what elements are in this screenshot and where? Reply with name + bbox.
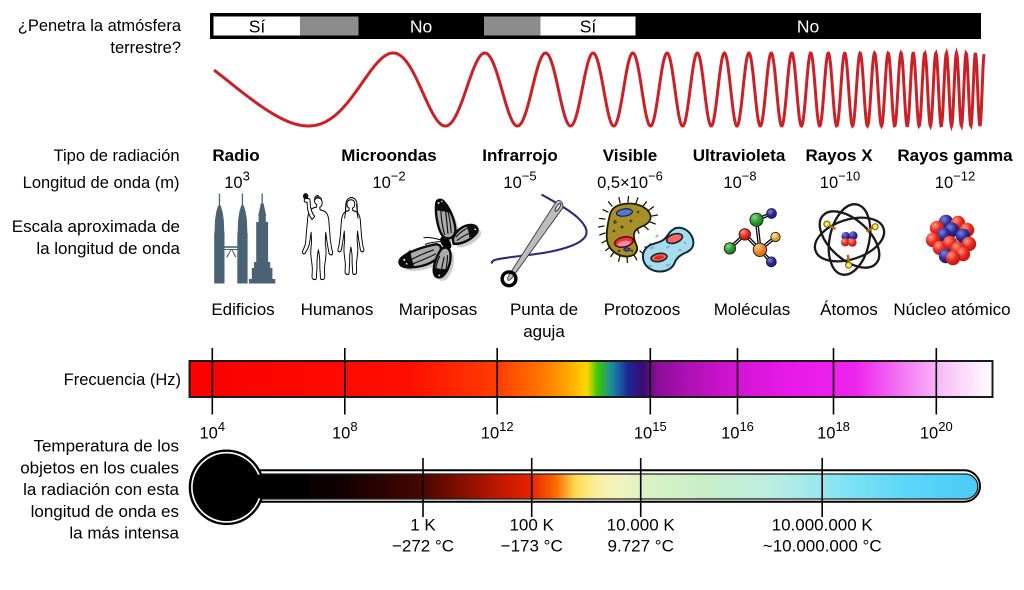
svg-text:la más intensa: la más intensa <box>69 524 179 543</box>
svg-text:Visible: Visible <box>603 146 658 165</box>
svg-text:Rayos gamma: Rayos gamma <box>897 146 1013 165</box>
svg-text:−272 °C: −272 °C <box>392 537 454 556</box>
svg-text:10.000 K: 10.000 K <box>607 516 676 535</box>
svg-text:104: 104 <box>200 419 226 443</box>
svg-text:Humanos: Humanos <box>301 300 374 319</box>
svg-text:Microondas: Microondas <box>341 146 436 165</box>
svg-text:Edificios: Edificios <box>211 300 274 319</box>
svg-text:Frecuencia (Hz): Frecuencia (Hz) <box>64 371 181 389</box>
svg-text:longitud de onda es: longitud de onda es <box>31 502 179 521</box>
svg-text:~10.000.000 °C: ~10.000.000 °C <box>763 537 882 556</box>
svg-text:Punta de: Punta de <box>510 300 578 319</box>
svg-text:Rayos X: Rayos X <box>805 146 873 165</box>
svg-text:1020: 1020 <box>920 419 953 443</box>
svg-text:1012: 1012 <box>481 419 514 443</box>
svg-text:1015: 1015 <box>634 419 667 443</box>
svg-text:objetos en los cuales: objetos en los cuales <box>20 458 179 477</box>
svg-text:Ultravioleta: Ultravioleta <box>693 146 786 165</box>
svg-text:No: No <box>410 17 432 37</box>
svg-text:Átomos: Átomos <box>820 300 878 319</box>
svg-text:Mariposas: Mariposas <box>399 300 477 319</box>
svg-text:10−2: 10−2 <box>372 169 405 193</box>
svg-text:100 K: 100 K <box>509 516 554 535</box>
svg-text:10.000.000 K: 10.000.000 K <box>772 516 874 535</box>
svg-text:la radiación con esta: la radiación con esta <box>23 480 179 499</box>
svg-text:Escala aproximada de: Escala aproximada de <box>12 217 180 236</box>
svg-text:Protozoos: Protozoos <box>604 300 681 319</box>
svg-text:Temperatura de los: Temperatura de los <box>33 437 179 456</box>
svg-text:9.727 °C: 9.727 °C <box>608 537 674 556</box>
svg-text:103: 103 <box>224 169 250 193</box>
svg-text:Longitud de onda (m): Longitud de onda (m) <box>23 174 180 192</box>
svg-text:Moléculas: Moléculas <box>714 300 791 319</box>
svg-text:Núcleo atómico: Núcleo atómico <box>893 300 1010 319</box>
svg-text:10−8: 10−8 <box>723 169 756 193</box>
svg-text:−173 °C: −173 °C <box>501 537 563 556</box>
svg-text:Sí: Sí <box>249 17 266 37</box>
svg-text:108: 108 <box>332 419 358 443</box>
svg-text:10−12: 10−12 <box>935 169 975 193</box>
svg-text:10−5: 10−5 <box>503 169 536 193</box>
svg-text:1016: 1016 <box>721 419 754 443</box>
svg-text:1018: 1018 <box>817 419 850 443</box>
svg-text:1 K: 1 K <box>410 516 436 535</box>
svg-text:0,5×10−6: 0,5×10−6 <box>597 169 663 193</box>
svg-text:Infrarrojo: Infrarrojo <box>482 146 558 165</box>
svg-text:10−10: 10−10 <box>820 169 860 193</box>
svg-text:la longitud de onda: la longitud de onda <box>36 239 180 258</box>
svg-text:terrestre?: terrestre? <box>110 39 181 57</box>
svg-text:Radio: Radio <box>212 146 259 165</box>
svg-text:Tipo de radiación: Tipo de radiación <box>54 147 180 165</box>
svg-text:¿Penetra la atmósfera: ¿Penetra la atmósfera <box>18 17 182 35</box>
svg-text:Sí: Sí <box>580 17 597 37</box>
svg-text:aguja: aguja <box>523 322 565 341</box>
svg-text:No: No <box>797 17 819 37</box>
